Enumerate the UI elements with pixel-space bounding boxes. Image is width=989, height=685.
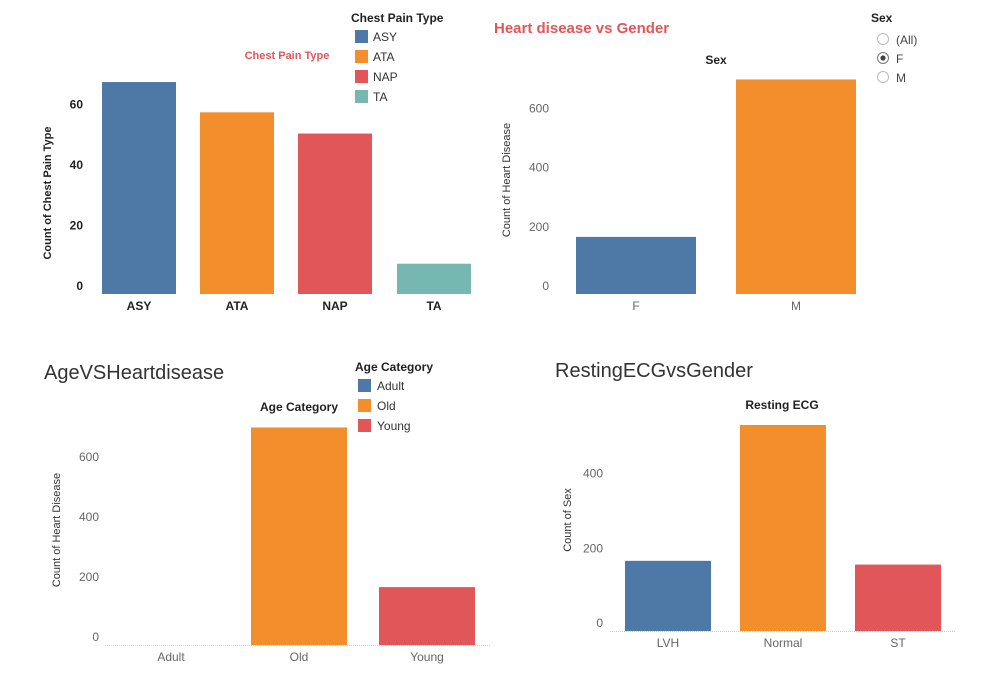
y-tick-label: 0 <box>76 279 83 293</box>
resting-ecg-chart: RestingECGvsGender Resting ECG Count of … <box>555 360 955 650</box>
y-tick-label: 60 <box>70 97 84 111</box>
legend-label-young: Young <box>377 419 411 433</box>
chart4-ylabel: Count of Sex <box>562 488 574 552</box>
bar-asy[interactable] <box>102 82 176 294</box>
y-tick-label: 40 <box>70 158 84 172</box>
x-category-label-st: ST <box>890 636 906 650</box>
x-category-label-young: Young <box>410 650 444 664</box>
bar-f[interactable] <box>576 236 696 294</box>
legend-swatch-ta <box>355 90 368 103</box>
legend-label-nap: NAP <box>373 70 398 84</box>
x-category-label-m: M <box>791 299 801 313</box>
legend-label-asy: ASY <box>373 30 397 44</box>
y-tick-label: 400 <box>529 161 549 175</box>
legend-label-adult: Adult <box>377 379 405 393</box>
chart3-header: Age Category <box>260 400 338 414</box>
bar-young[interactable] <box>379 587 475 645</box>
radio-m[interactable] <box>877 71 889 83</box>
y-tick-label: 0 <box>542 279 549 293</box>
chart1-legend: Chest Pain Type ASY ATA NAP TA <box>351 11 444 104</box>
legend-swatch-adult <box>358 379 371 392</box>
y-tick-label: 200 <box>79 570 99 584</box>
chart3-legend-title: Age Category <box>355 360 433 374</box>
sex-filter-title: Sex <box>871 11 893 25</box>
x-category-label-f: F <box>632 299 639 313</box>
y-tick-label: 0 <box>92 630 99 644</box>
chart4-title: RestingECGvsGender <box>555 360 753 382</box>
chart1-ylabel: Count of Chest Pain Type <box>42 126 54 259</box>
chart2-title: Heart disease vs Gender <box>494 20 669 37</box>
radio-m-label[interactable]: M <box>896 71 906 85</box>
chart3-title: AgeVSHeartdisease <box>44 362 224 384</box>
x-category-label-lvh: LVH <box>657 636 679 650</box>
radio-all-label[interactable]: (All) <box>896 33 917 47</box>
radio-f-selected-dot <box>880 55 886 61</box>
legend-swatch-young <box>358 419 371 432</box>
chart2-ylabel: Count of Heart Disease <box>501 123 513 237</box>
bar-ta[interactable] <box>397 263 471 294</box>
radio-all[interactable] <box>877 33 889 45</box>
x-category-label-ta: TA <box>426 299 441 313</box>
bar-normal[interactable] <box>740 424 826 631</box>
bar-st[interactable] <box>855 564 941 631</box>
bar-old[interactable] <box>251 427 347 646</box>
y-tick-label: 600 <box>79 450 99 464</box>
x-category-label-asy: ASY <box>127 299 152 313</box>
x-category-label-nap: NAP <box>322 299 347 313</box>
chart1-legend-title: Chest Pain Type <box>351 11 444 25</box>
bar-ata[interactable] <box>200 112 274 294</box>
radio-f-label[interactable]: F <box>896 52 903 66</box>
legend-swatch-old <box>358 399 371 412</box>
chart2-header: Sex <box>705 53 727 67</box>
legend-swatch-asy <box>355 30 368 43</box>
chart3-legend: Age Category Adult Old Young <box>355 360 433 433</box>
age-chart: AgeVSHeartdisease Age Category Count of … <box>44 360 490 664</box>
x-category-label-normal: Normal <box>764 636 803 650</box>
chart3-ylabel: Count of Heart Disease <box>51 473 63 587</box>
legend-label-ta: TA <box>373 90 387 104</box>
y-tick-label: 400 <box>79 510 99 524</box>
x-category-label-old: Old <box>290 650 309 664</box>
sex-filter: Sex (All) F M <box>871 11 917 85</box>
y-tick-label: 400 <box>583 467 603 481</box>
legend-swatch-nap <box>355 70 368 83</box>
sex-filter-option-all[interactable]: (All) <box>877 33 918 47</box>
y-tick-label: 200 <box>583 541 603 555</box>
y-tick-label: 600 <box>529 101 549 115</box>
x-category-label-ata: ATA <box>226 299 249 313</box>
bar-m[interactable] <box>736 79 856 295</box>
y-tick-label: 0 <box>596 616 603 630</box>
legend-swatch-ata <box>355 50 368 63</box>
chart1-title: Chest Pain Type <box>245 50 330 62</box>
sex-filter-option-f[interactable]: F <box>877 52 904 66</box>
sex-filter-option-m[interactable]: M <box>877 71 907 85</box>
chart4-header: Resting ECG <box>745 398 818 412</box>
x-category-label-adult: Adult <box>157 650 185 664</box>
y-tick-label: 20 <box>70 218 84 232</box>
legend-label-ata: ATA <box>373 50 395 64</box>
legend-label-old: Old <box>377 399 396 413</box>
y-tick-label: 200 <box>529 220 549 234</box>
bar-lvh[interactable] <box>625 560 711 631</box>
chest-pain-chart: Chest Pain Type Count of Chest Pain Type… <box>42 11 471 313</box>
bar-nap[interactable] <box>298 133 372 294</box>
gender-chart: Heart disease vs Gender Sex Count of Hea… <box>494 11 917 313</box>
